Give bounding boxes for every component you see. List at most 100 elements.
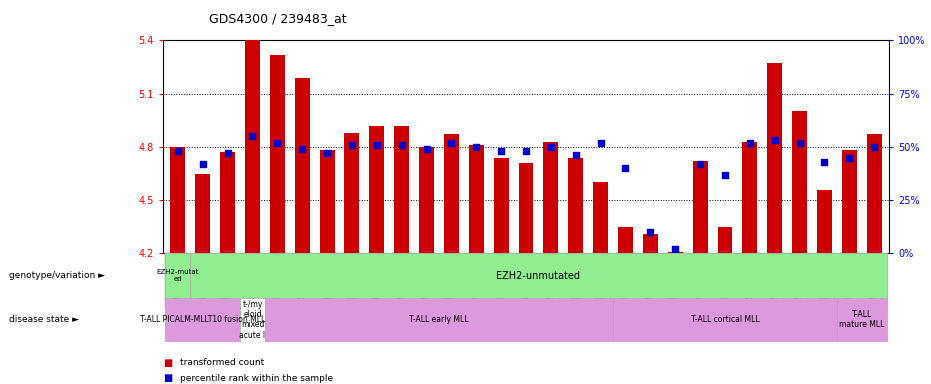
- Text: GSM759028: GSM759028: [521, 256, 531, 302]
- Point: [643, 229, 658, 235]
- Point: [344, 142, 359, 148]
- Bar: [668, 252, 682, 253]
- Text: GSM759016: GSM759016: [248, 256, 257, 303]
- Bar: [270, 55, 285, 253]
- Point: [493, 148, 508, 154]
- Text: GSM759027: GSM759027: [496, 256, 506, 303]
- Text: transformed count: transformed count: [180, 358, 263, 367]
- Bar: [166, 253, 190, 298]
- Bar: [613, 298, 837, 342]
- Point: [568, 152, 583, 159]
- Point: [792, 139, 807, 146]
- Point: [544, 144, 559, 150]
- Bar: [170, 147, 185, 253]
- Text: T-ALL PICALM-MLLT10 fusion MLL: T-ALL PICALM-MLLT10 fusion MLL: [140, 315, 265, 324]
- Text: GSM759035: GSM759035: [746, 256, 754, 303]
- Bar: [837, 253, 862, 307]
- Point: [519, 148, 533, 154]
- Text: GSM759017: GSM759017: [273, 256, 282, 303]
- Bar: [737, 40, 762, 253]
- Point: [593, 139, 608, 146]
- Point: [444, 139, 459, 146]
- Bar: [742, 142, 757, 253]
- Bar: [762, 40, 787, 253]
- Bar: [489, 253, 514, 307]
- Text: GSM759029: GSM759029: [844, 256, 854, 303]
- Bar: [295, 78, 310, 253]
- Text: GSM759038: GSM759038: [546, 256, 556, 303]
- Bar: [588, 40, 613, 253]
- Text: GSM759026: GSM759026: [472, 256, 480, 303]
- Bar: [638, 253, 663, 307]
- Text: T-ALL
mature MLL: T-ALL mature MLL: [839, 310, 884, 329]
- Point: [220, 150, 235, 156]
- Text: GSM759031: GSM759031: [870, 256, 879, 303]
- Bar: [792, 111, 807, 253]
- Bar: [787, 253, 812, 307]
- Bar: [389, 40, 414, 253]
- Bar: [394, 126, 409, 253]
- Bar: [568, 157, 583, 253]
- Text: GSM759015: GSM759015: [173, 256, 182, 303]
- Bar: [693, 161, 708, 253]
- Point: [618, 165, 633, 171]
- Bar: [265, 253, 290, 307]
- Text: GSM759020: GSM759020: [347, 256, 357, 303]
- Text: GSM759014: GSM759014: [223, 256, 232, 303]
- Bar: [439, 40, 464, 253]
- Bar: [613, 40, 638, 253]
- Bar: [315, 253, 340, 307]
- Bar: [464, 253, 489, 307]
- Point: [394, 142, 409, 148]
- Bar: [493, 157, 508, 253]
- Bar: [364, 253, 389, 307]
- Bar: [290, 40, 315, 253]
- Bar: [240, 40, 265, 253]
- Text: T-ALL cortical MLL: T-ALL cortical MLL: [691, 315, 760, 324]
- Bar: [414, 40, 439, 253]
- Text: ■: ■: [163, 373, 172, 383]
- Bar: [469, 145, 484, 253]
- Bar: [340, 253, 364, 307]
- Bar: [315, 40, 340, 253]
- Bar: [767, 63, 782, 253]
- Point: [867, 144, 882, 150]
- Bar: [166, 40, 190, 253]
- Text: EZH2-mutat
ed: EZH2-mutat ed: [156, 269, 199, 282]
- Bar: [340, 40, 364, 253]
- Bar: [712, 253, 737, 307]
- Bar: [538, 40, 563, 253]
- Point: [295, 146, 310, 152]
- Bar: [787, 40, 812, 253]
- Text: EZH2-unmutated: EZH2-unmutated: [496, 270, 580, 281]
- Bar: [319, 151, 334, 253]
- Text: t-/my
eloid
mixed
acute l: t-/my eloid mixed acute l: [239, 300, 265, 340]
- Bar: [737, 253, 762, 307]
- Bar: [618, 227, 633, 253]
- Bar: [613, 253, 638, 307]
- Point: [319, 150, 334, 156]
- Bar: [265, 40, 290, 253]
- Bar: [712, 40, 737, 253]
- Bar: [370, 126, 385, 253]
- Bar: [663, 253, 688, 307]
- Bar: [538, 253, 563, 307]
- Point: [693, 161, 708, 167]
- Text: GSM759023: GSM759023: [398, 256, 406, 303]
- Bar: [519, 163, 533, 253]
- Bar: [166, 253, 190, 307]
- Bar: [812, 40, 837, 253]
- Bar: [190, 253, 215, 307]
- Point: [469, 144, 484, 150]
- Bar: [215, 40, 240, 253]
- Bar: [862, 40, 886, 253]
- Bar: [544, 142, 559, 253]
- Bar: [439, 253, 464, 307]
- Bar: [364, 40, 389, 253]
- Bar: [588, 253, 613, 307]
- Bar: [837, 40, 862, 253]
- Text: GSM759037: GSM759037: [795, 256, 804, 303]
- Text: GSM759030: GSM759030: [646, 256, 654, 303]
- Point: [817, 159, 832, 165]
- Bar: [489, 40, 514, 253]
